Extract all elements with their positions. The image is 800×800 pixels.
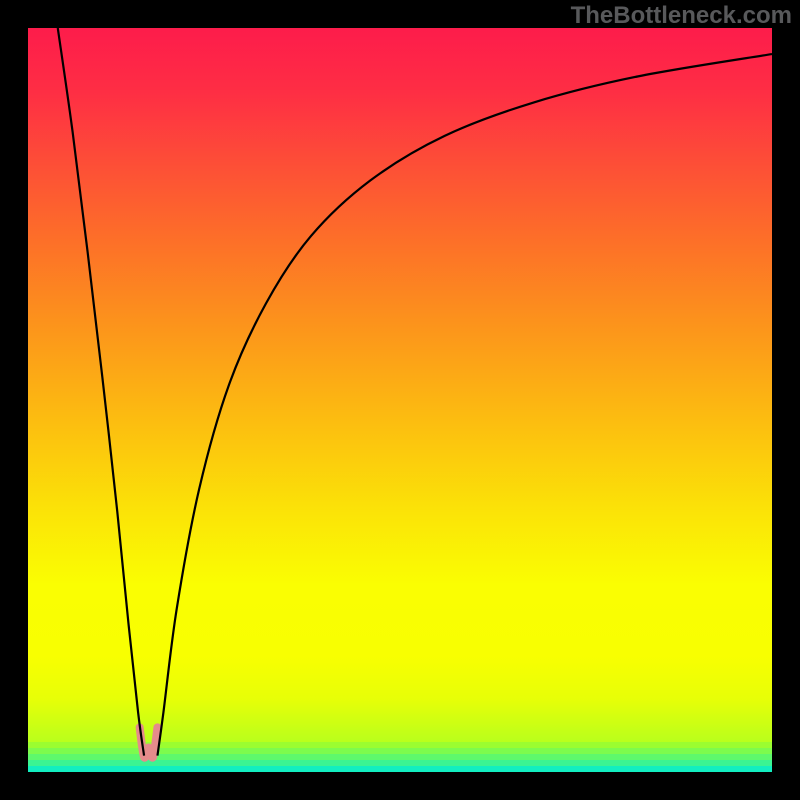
curve-left-branch <box>58 28 144 756</box>
curve-right-branch <box>157 54 772 756</box>
plot-area <box>28 28 772 772</box>
chart-root: TheBottleneck.com <box>0 0 800 800</box>
bottleneck-curve <box>28 28 772 772</box>
watermark-text: TheBottleneck.com <box>571 2 792 30</box>
